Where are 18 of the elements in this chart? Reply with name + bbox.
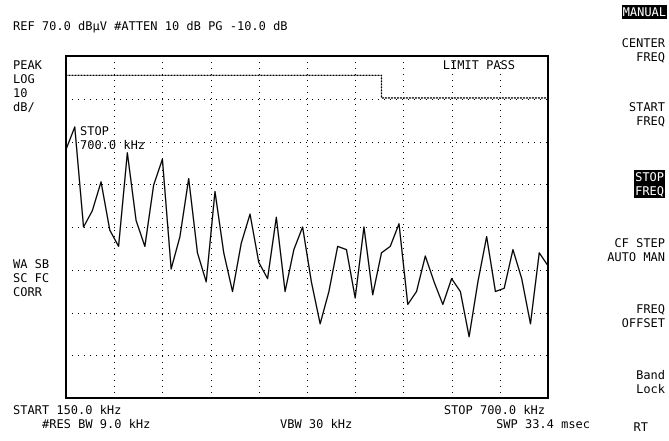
text: START FREQ xyxy=(628,100,665,128)
text: FREQ OFFSET xyxy=(622,302,665,330)
text: STOP FREQ xyxy=(634,170,665,198)
text: Band Lock xyxy=(636,368,665,396)
text: CF STEP AUTO MAN xyxy=(607,236,665,264)
text: LIMIT PASS xyxy=(442,58,515,72)
text: STOP 700.0 kHz xyxy=(444,403,545,417)
text: MANUAL xyxy=(622,5,667,19)
text: WA SB SC FC CORR xyxy=(13,257,50,299)
text: SWP 33.4 msec xyxy=(496,417,590,431)
annotation: STOP 700.0 kHz xyxy=(80,124,146,152)
chart-title: REF 70.0 dBµV #ATTEN 10 dB PG -10.0 dB xyxy=(13,19,288,33)
text: #RES BW 9.0 kHz xyxy=(42,417,150,431)
text: CENTER FREQ xyxy=(622,36,665,64)
text: RT xyxy=(634,420,648,434)
text: VBW 30 kHz xyxy=(280,417,352,431)
text: START 150.0 kHz xyxy=(13,403,122,417)
text: PEAK LOG 10 dB/ xyxy=(13,58,42,114)
